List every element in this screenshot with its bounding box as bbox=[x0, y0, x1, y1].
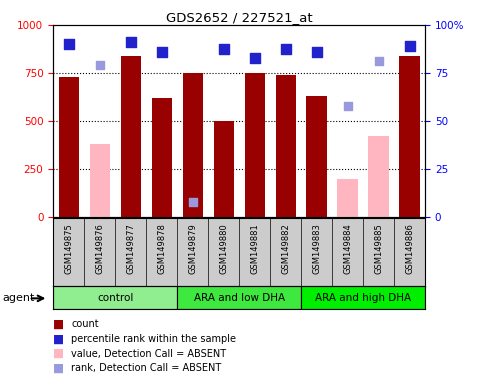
Point bbox=[282, 46, 289, 52]
Text: GSM149875: GSM149875 bbox=[64, 223, 73, 274]
Point bbox=[96, 62, 103, 68]
Text: agent: agent bbox=[2, 293, 35, 303]
Bar bbox=[53, 286, 177, 309]
Text: GSM149886: GSM149886 bbox=[405, 223, 414, 274]
Text: control: control bbox=[97, 293, 133, 303]
Text: GSM149881: GSM149881 bbox=[250, 223, 259, 274]
Bar bbox=[275, 75, 296, 217]
Bar bbox=[183, 73, 203, 217]
Bar bbox=[121, 56, 141, 217]
Text: GSM149878: GSM149878 bbox=[157, 223, 166, 274]
Text: GSM149885: GSM149885 bbox=[374, 223, 383, 274]
Text: rank, Detection Call = ABSENT: rank, Detection Call = ABSENT bbox=[71, 363, 222, 373]
Bar bbox=[244, 73, 265, 217]
Text: ■: ■ bbox=[53, 347, 64, 360]
Bar bbox=[177, 286, 301, 309]
Text: ARA and low DHA: ARA and low DHA bbox=[194, 293, 284, 303]
Text: GSM149882: GSM149882 bbox=[281, 223, 290, 274]
Bar bbox=[338, 179, 357, 217]
Bar bbox=[58, 77, 79, 217]
Point bbox=[344, 103, 352, 109]
Text: GSM149883: GSM149883 bbox=[312, 223, 321, 274]
Bar bbox=[301, 286, 425, 309]
Text: GSM149877: GSM149877 bbox=[126, 223, 135, 274]
Bar bbox=[369, 136, 389, 217]
Text: GSM149884: GSM149884 bbox=[343, 223, 352, 274]
Point bbox=[189, 199, 197, 205]
Bar bbox=[399, 56, 420, 217]
Text: ■: ■ bbox=[53, 318, 64, 331]
Text: GSM149879: GSM149879 bbox=[188, 223, 197, 274]
Bar bbox=[307, 96, 327, 217]
Text: value, Detection Call = ABSENT: value, Detection Call = ABSENT bbox=[71, 349, 227, 359]
Text: percentile rank within the sample: percentile rank within the sample bbox=[71, 334, 237, 344]
Bar bbox=[89, 144, 110, 217]
Point bbox=[220, 46, 227, 52]
Point bbox=[375, 58, 383, 65]
Text: ■: ■ bbox=[53, 362, 64, 375]
Point bbox=[127, 39, 134, 45]
Point bbox=[313, 49, 320, 55]
Bar bbox=[213, 121, 234, 217]
Text: ARA and high DHA: ARA and high DHA bbox=[315, 293, 411, 303]
Text: GSM149876: GSM149876 bbox=[95, 223, 104, 274]
Bar bbox=[152, 98, 171, 217]
Text: ■: ■ bbox=[53, 333, 64, 346]
Title: GDS2652 / 227521_at: GDS2652 / 227521_at bbox=[166, 11, 313, 24]
Point bbox=[158, 49, 166, 55]
Point bbox=[406, 43, 413, 49]
Text: count: count bbox=[71, 319, 99, 329]
Text: GSM149880: GSM149880 bbox=[219, 223, 228, 274]
Point bbox=[65, 41, 72, 47]
Point bbox=[251, 55, 258, 61]
